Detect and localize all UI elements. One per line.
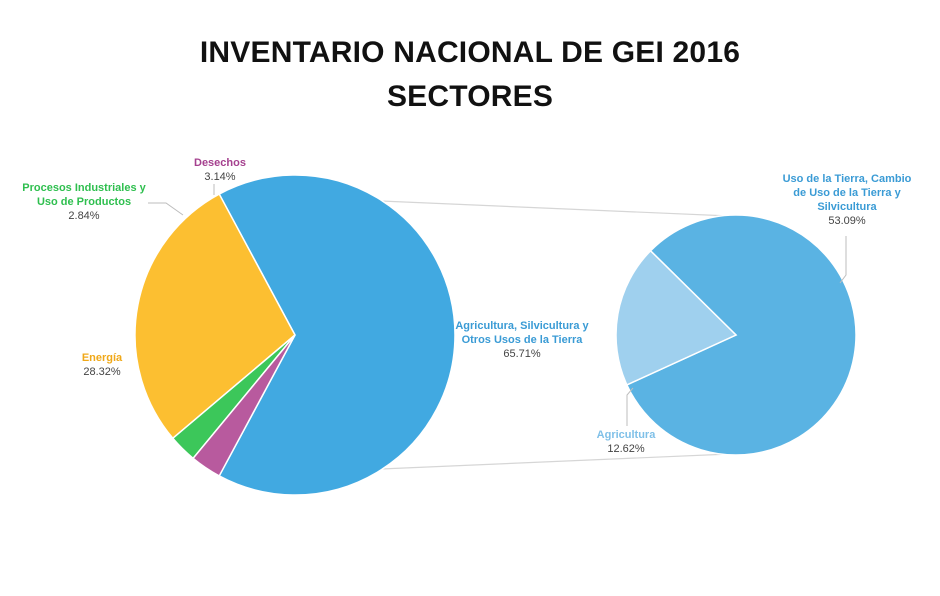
label-uso-de-la-tierra-value: 53.09% <box>828 215 866 227</box>
label-procesos-industriales-value: 2.84% <box>68 210 99 222</box>
slice-agricultura-silvicultura <box>218 174 456 496</box>
leader-line-procesos <box>148 202 184 216</box>
label-procesos-industriales-line-2: Uso de Productos <box>37 196 131 208</box>
leader-line-uso-de-la-tierra <box>839 236 847 284</box>
label-uso-de-la-tierra-line-2: de Uso de la Tierra y <box>793 187 901 199</box>
label-energia-value: 28.32% <box>83 366 121 378</box>
label-agricultura-silvicultura-line-1: Agricultura, Silvicultura y <box>455 320 589 332</box>
label-uso-de-la-tierra-line-3: Silvicultura <box>817 201 877 213</box>
label-energia-line-1: Energía <box>82 352 123 364</box>
leader-line-agricultura <box>626 387 634 426</box>
label-desechos-value: 3.14% <box>204 171 235 183</box>
label-agricultura-line-1: Agricultura <box>597 429 657 441</box>
slice-agricultura <box>615 249 738 386</box>
label-desechos-line-1: Desechos <box>194 157 246 169</box>
label-procesos-industriales-line-1: Procesos Industriales y <box>22 182 146 194</box>
slice-desechos <box>192 334 296 477</box>
label-agricultura-silvicultura-value: 65.71% <box>503 348 541 360</box>
slice-uso-de-la-tierra <box>625 214 857 456</box>
chart-title: INVENTARIO NACIONAL DE GEI 2016 <box>199 36 741 69</box>
label-agricultura-value: 12.62% <box>607 443 645 455</box>
chart-subtitle: SECTORES <box>386 80 554 113</box>
slice-energia <box>134 193 296 440</box>
label-uso-de-la-tierra-line-1: Uso de la Tierra, Cambio <box>783 173 912 185</box>
label-agricultura-silvicultura-line-2: Otros Usos de la Tierra <box>462 334 584 346</box>
